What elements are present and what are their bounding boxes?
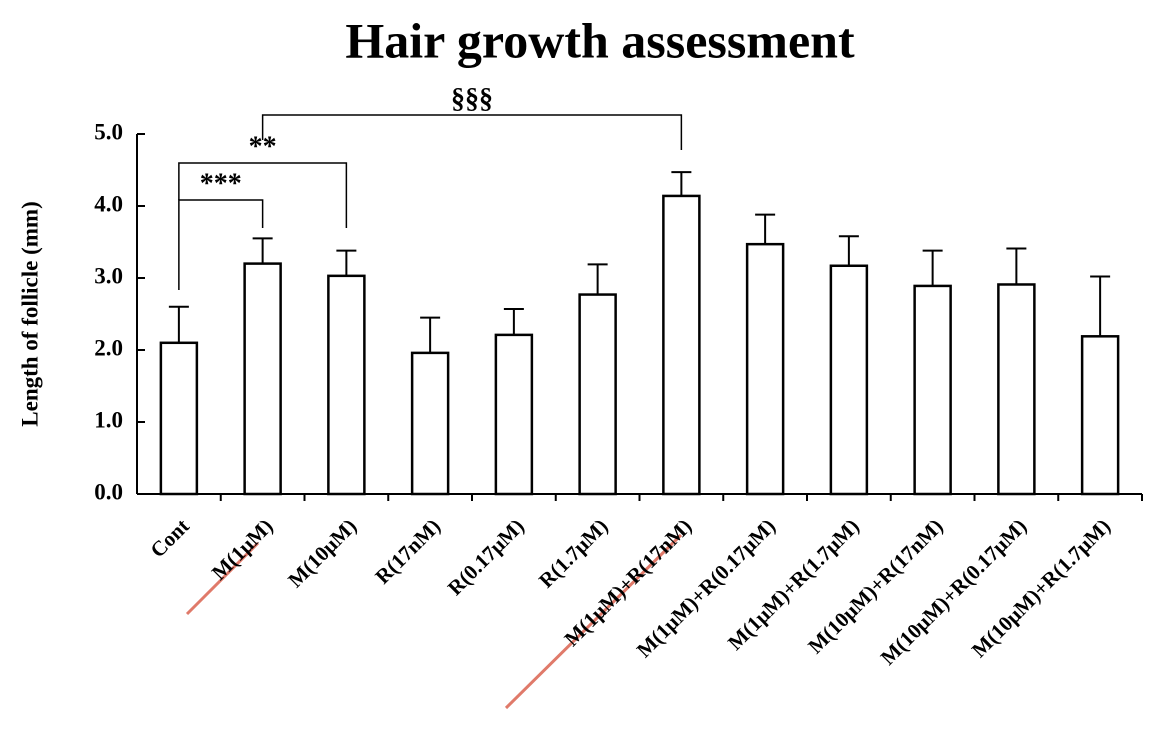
y-tick-label: 1.0 (94, 407, 123, 432)
y-tick-label: 2.0 (94, 335, 123, 360)
significance-label: *** (200, 168, 242, 199)
bar (327, 274, 366, 496)
x-tick-label: R(0.17μM) (443, 514, 529, 600)
bar (1080, 335, 1120, 496)
bar (913, 284, 952, 496)
y-axis-label: Length of follicle (mm) (17, 201, 42, 426)
bar (997, 283, 1036, 496)
x-tick-label: M(1μM) (207, 514, 278, 585)
bar (745, 242, 785, 496)
significance-bracket (178, 162, 348, 228)
bar (829, 264, 869, 496)
y-tick-label: 5.0 (94, 119, 123, 144)
y-tick-label: 4.0 (94, 191, 123, 216)
bar (494, 333, 534, 496)
x-tick-label: M(10μM)+R(1.7μM) (967, 514, 1115, 662)
x-tick-label: R(17nM) (370, 514, 445, 589)
significance-bracket (261, 114, 683, 150)
bar (662, 194, 701, 496)
x-tick-label: M(10μM) (283, 514, 361, 592)
y-tick-label: 0.0 (94, 479, 123, 504)
x-tick-label: R(1.7μM) (534, 514, 613, 593)
chart-title: Hair growth assessment (345, 12, 855, 68)
significance-label: §§§ (451, 83, 493, 114)
x-tick-label: M(1μM)+R(0.17μM) (632, 514, 780, 662)
bar (410, 351, 450, 496)
bar (159, 341, 199, 496)
highlight-underline (185, 541, 260, 616)
significance-bracket (178, 199, 264, 290)
bar (243, 262, 282, 496)
bar (578, 293, 617, 496)
y-tick-label: 3.0 (94, 263, 123, 288)
x-tick-label: M(10μM)+R(0.17μM) (876, 514, 1032, 670)
highlight-underline (504, 533, 683, 710)
x-tick-label: Cont (145, 514, 193, 562)
